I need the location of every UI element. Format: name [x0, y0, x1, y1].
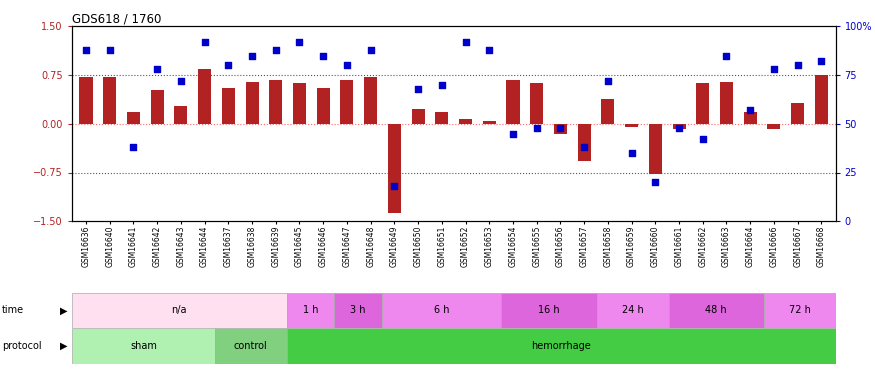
Bar [815, 75, 828, 124]
Point [102, 46, 116, 53]
Bar [215, 328, 287, 364]
Text: ▶: ▶ [60, 305, 67, 315]
Bar [334, 292, 382, 328]
Text: 6 h: 6 h [434, 305, 450, 315]
Bar [554, 124, 567, 134]
Text: 24 h: 24 h [622, 305, 644, 315]
Bar [791, 103, 804, 124]
Bar [720, 81, 733, 124]
Bar [767, 124, 780, 129]
Point [578, 144, 592, 150]
Point [625, 150, 639, 156]
Bar [459, 118, 472, 124]
Bar [72, 292, 287, 328]
Bar [530, 84, 543, 124]
Bar [625, 124, 638, 127]
Bar [103, 77, 116, 124]
Bar [198, 69, 211, 124]
Bar [150, 90, 164, 124]
Text: ▶: ▶ [60, 341, 67, 351]
Bar [270, 80, 283, 124]
Point [198, 39, 212, 45]
Text: control: control [234, 341, 268, 351]
Bar [72, 328, 215, 364]
Point [79, 46, 93, 53]
Bar [364, 77, 377, 124]
Bar [388, 124, 401, 213]
Point [269, 46, 283, 53]
Bar [507, 80, 520, 124]
Bar [411, 110, 424, 124]
Point [245, 53, 259, 58]
Bar [764, 292, 836, 328]
Bar [382, 292, 501, 328]
Bar [287, 292, 334, 328]
Bar [601, 99, 614, 124]
Point [601, 78, 615, 84]
Point [791, 62, 805, 68]
Bar [340, 80, 354, 124]
Text: hemorrhage: hemorrhage [531, 341, 591, 351]
Point [458, 39, 472, 45]
Bar [435, 112, 448, 124]
Bar [668, 292, 764, 328]
Point [411, 86, 425, 92]
Bar [317, 88, 330, 124]
Bar [293, 84, 306, 124]
Text: 3 h: 3 h [351, 305, 366, 315]
Bar [744, 112, 757, 124]
Point [554, 124, 568, 130]
Text: n/a: n/a [172, 305, 187, 315]
Point [743, 107, 757, 113]
Point [815, 58, 829, 64]
Point [506, 130, 520, 136]
Point [316, 53, 330, 58]
Point [482, 46, 496, 53]
Point [719, 53, 733, 58]
Bar [127, 112, 140, 124]
Point [364, 46, 378, 53]
Point [126, 144, 140, 150]
Text: 48 h: 48 h [705, 305, 727, 315]
Text: sham: sham [130, 341, 157, 351]
Point [340, 62, 354, 68]
Bar [501, 292, 597, 328]
Point [388, 183, 402, 189]
Text: GDS618 / 1760: GDS618 / 1760 [72, 12, 161, 25]
Text: time: time [2, 305, 24, 315]
Text: 16 h: 16 h [538, 305, 560, 315]
Point [150, 66, 164, 72]
Bar [578, 124, 591, 162]
Point [648, 179, 662, 185]
Point [174, 78, 188, 84]
Bar [673, 124, 686, 129]
Bar [221, 88, 234, 124]
Text: 1 h: 1 h [303, 305, 318, 315]
Bar [483, 120, 496, 124]
Point [292, 39, 306, 45]
Point [672, 124, 686, 130]
Bar [80, 77, 93, 124]
Text: 72 h: 72 h [789, 305, 811, 315]
Point [696, 136, 710, 142]
Point [767, 66, 781, 72]
Bar [696, 84, 710, 124]
Point [529, 124, 543, 130]
Bar [174, 105, 187, 124]
Bar [287, 328, 836, 364]
Bar [246, 81, 259, 124]
Text: protocol: protocol [2, 341, 41, 351]
Bar [597, 292, 668, 328]
Point [221, 62, 235, 68]
Bar [648, 124, 662, 174]
Point [435, 82, 449, 88]
